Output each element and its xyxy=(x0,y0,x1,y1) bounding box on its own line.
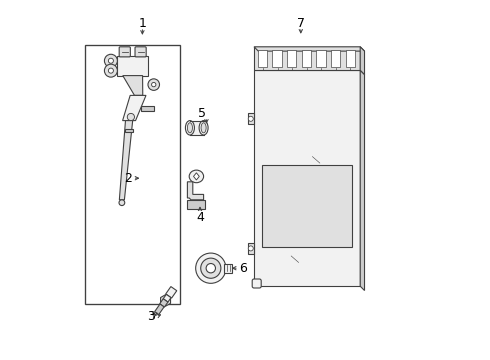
Polygon shape xyxy=(123,76,143,95)
Text: 1: 1 xyxy=(139,17,147,30)
FancyBboxPatch shape xyxy=(119,47,130,57)
Bar xyxy=(247,243,254,254)
Text: 6: 6 xyxy=(239,262,247,275)
Circle shape xyxy=(104,64,118,77)
Polygon shape xyxy=(254,47,365,51)
Polygon shape xyxy=(360,47,365,75)
Text: 7: 7 xyxy=(297,17,305,30)
Circle shape xyxy=(148,79,160,90)
Polygon shape xyxy=(155,304,164,315)
Text: 5: 5 xyxy=(198,107,206,120)
Polygon shape xyxy=(166,287,177,298)
Polygon shape xyxy=(120,121,133,200)
Circle shape xyxy=(201,258,221,278)
Circle shape xyxy=(248,116,253,121)
Bar xyxy=(190,121,204,135)
Bar xyxy=(258,50,267,67)
Circle shape xyxy=(196,253,226,283)
Bar xyxy=(316,50,326,67)
Circle shape xyxy=(127,113,134,121)
Circle shape xyxy=(151,82,156,87)
Bar xyxy=(272,50,282,67)
Circle shape xyxy=(108,68,113,73)
Polygon shape xyxy=(224,264,232,273)
Bar xyxy=(287,50,296,67)
Polygon shape xyxy=(160,299,168,307)
Circle shape xyxy=(206,264,216,273)
Polygon shape xyxy=(161,295,171,306)
Polygon shape xyxy=(360,70,365,291)
Bar xyxy=(254,70,360,286)
Ellipse shape xyxy=(189,170,204,183)
Text: 2: 2 xyxy=(124,172,132,185)
Circle shape xyxy=(108,58,113,63)
Ellipse shape xyxy=(201,123,206,133)
Bar xyxy=(125,129,133,132)
Polygon shape xyxy=(163,294,171,302)
Ellipse shape xyxy=(185,121,195,135)
Polygon shape xyxy=(194,173,199,180)
FancyBboxPatch shape xyxy=(135,47,146,57)
FancyBboxPatch shape xyxy=(252,279,261,288)
Bar xyxy=(263,165,352,247)
Circle shape xyxy=(248,246,253,251)
Bar xyxy=(247,113,254,124)
Bar xyxy=(331,50,340,67)
Circle shape xyxy=(104,54,118,67)
Bar xyxy=(254,47,360,70)
Polygon shape xyxy=(122,95,146,121)
Bar xyxy=(142,106,154,111)
Bar xyxy=(118,56,148,76)
Ellipse shape xyxy=(187,123,193,133)
Ellipse shape xyxy=(199,121,208,135)
Bar xyxy=(85,45,180,304)
Bar xyxy=(301,50,311,67)
Text: 4: 4 xyxy=(196,211,204,224)
Bar xyxy=(345,50,355,67)
Ellipse shape xyxy=(119,200,125,206)
Text: 3: 3 xyxy=(147,310,155,323)
Bar xyxy=(187,200,205,209)
Polygon shape xyxy=(187,182,204,200)
